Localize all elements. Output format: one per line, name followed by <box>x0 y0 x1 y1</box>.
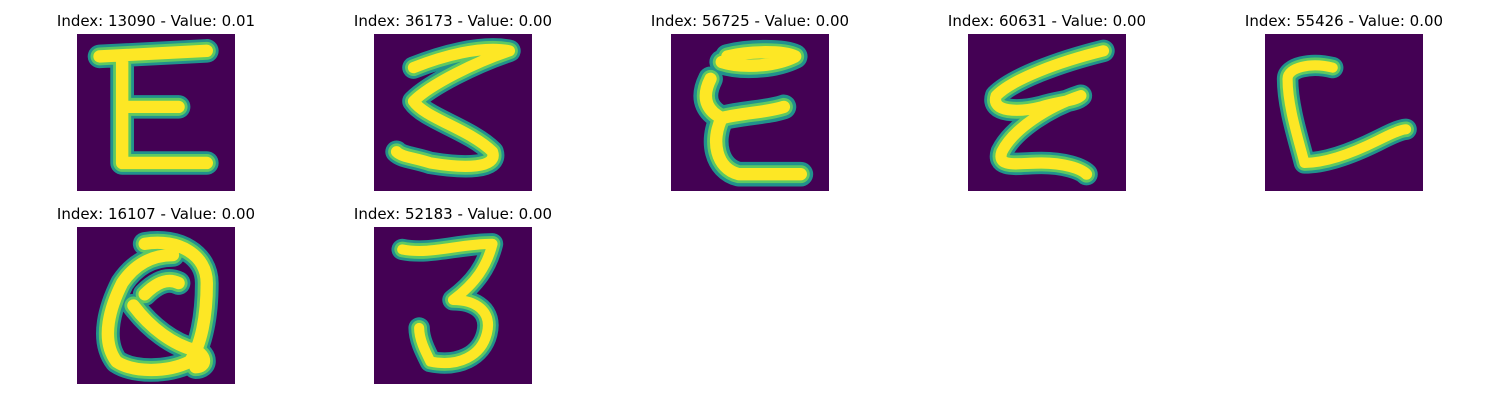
panel-title: Index: 16107 - Value: 0.00 <box>56 205 256 223</box>
panel-title: Index: 13090 - Value: 0.01 <box>56 12 256 30</box>
digit-image <box>77 34 235 191</box>
panel-title: Index: 36173 - Value: 0.00 <box>353 12 553 30</box>
panel-title: Index: 52183 - Value: 0.00 <box>353 205 553 223</box>
digit-image <box>77 227 235 384</box>
panel-title: Index: 55426 - Value: 0.00 <box>1244 12 1444 30</box>
digit-image <box>1265 34 1423 191</box>
digit-image <box>374 34 532 191</box>
panel-title: Index: 56725 - Value: 0.00 <box>650 12 850 30</box>
digit-image <box>968 34 1126 191</box>
digit-image <box>671 34 829 191</box>
panel-title: Index: 60631 - Value: 0.00 <box>947 12 1147 30</box>
digit-image <box>374 227 532 384</box>
